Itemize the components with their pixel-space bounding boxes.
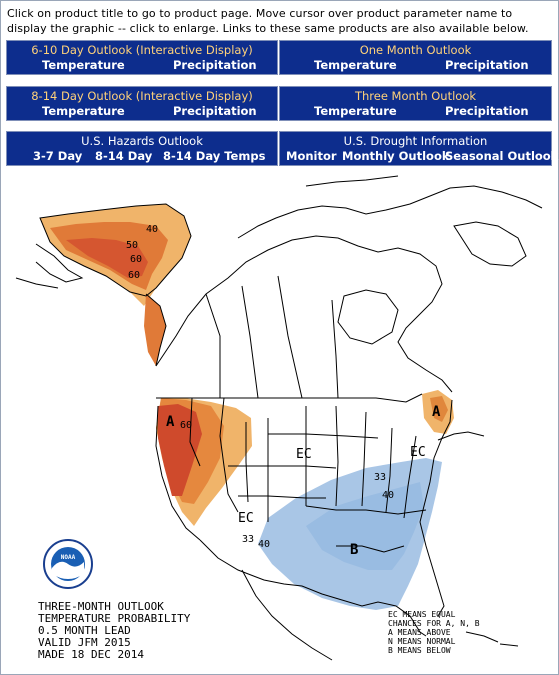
- label-alaska-60b: 60: [128, 270, 140, 281]
- caption-line-1: THREE-MONTH OUTLOOK: [38, 600, 164, 613]
- caption-line-4: VALID JFM 2015: [38, 636, 131, 649]
- label-west-60: 60: [180, 420, 192, 431]
- eight-fourteen-precipitation-link[interactable]: Precipitation: [173, 104, 257, 118]
- one-month-temperature-link[interactable]: Temperature: [314, 58, 397, 72]
- hazards-8-14-day-temps-link[interactable]: 8-14 Day Temps: [163, 149, 266, 163]
- six-ten-day-outlook-title[interactable]: 6-10 Day Outlook (Interactive Display): [31, 43, 253, 57]
- outlook-map[interactable]: A A B EC EC EC 40 50 60 60 60 33 40 33 4…: [6, 166, 552, 672]
- legend-line-3: A MEANS ABOVE: [388, 628, 451, 637]
- hazards-outlook-title[interactable]: U.S. Hazards Outlook: [81, 134, 203, 148]
- caption-line-2: TEMPERATURE PROBABILITY: [38, 612, 191, 625]
- noaa-logo: NOAA: [43, 539, 93, 589]
- alaska-above-region: [40, 204, 191, 366]
- drought-monthly-outlook-link[interactable]: Monthly Outlook: [342, 149, 450, 163]
- eight-fourteen-day-outlook-box: 8-14 Day Outlook (Interactive Display) T…: [6, 86, 278, 121]
- noaa-logo-text: NOAA: [61, 554, 76, 561]
- one-month-outlook-box: One Month Outlook Temperature Precipitat…: [279, 40, 552, 75]
- hazards-8-14-day-link[interactable]: 8-14 Day: [95, 149, 153, 163]
- six-ten-precipitation-link[interactable]: Precipitation: [173, 58, 257, 72]
- intro-text: Click on product title to go to product …: [7, 7, 529, 35]
- eight-fourteen-day-outlook-title[interactable]: 8-14 Day Outlook (Interactive Display): [31, 89, 253, 103]
- legend-line-4: N MEANS NORMAL: [388, 637, 456, 646]
- drought-information-box: U.S. Drought Information Monitor Monthly…: [279, 131, 558, 166]
- three-month-outlook-title[interactable]: Three Month Outlook: [354, 89, 477, 103]
- label-alaska-50: 50: [126, 240, 138, 251]
- label-east-33: 33: [374, 472, 386, 483]
- legend-line-1: EC MEANS EQUAL: [388, 610, 456, 619]
- drought-monitor-link[interactable]: Monitor: [286, 149, 337, 163]
- six-ten-day-outlook-box: 6-10 Day Outlook (Interactive Display) T…: [6, 40, 278, 75]
- northeast-above-region: [422, 390, 454, 434]
- label-east-40: 40: [382, 490, 394, 501]
- hazards-3-7-day-link[interactable]: 3-7 Day: [33, 149, 83, 163]
- six-ten-temperature-link[interactable]: Temperature: [42, 58, 125, 72]
- label-south-33: 33: [242, 534, 254, 545]
- three-month-temperature-link[interactable]: Temperature: [314, 104, 397, 118]
- hazards-outlook-box: U.S. Hazards Outlook 3-7 Day 8-14 Day 8-…: [6, 131, 278, 166]
- label-alaska-60a: 60: [130, 254, 142, 265]
- label-a-east: A: [432, 404, 441, 420]
- three-month-precipitation-link[interactable]: Precipitation: [445, 104, 529, 118]
- legend-line-5: B MEANS BELOW: [388, 646, 451, 655]
- label-ec-south: EC: [238, 511, 254, 526]
- one-month-outlook-title[interactable]: One Month Outlook: [359, 43, 472, 57]
- legend-line-2: CHANCES FOR A, N, B: [388, 619, 480, 628]
- map-legend: EC MEANS EQUAL CHANCES FOR A, N, B A MEA…: [388, 610, 480, 655]
- label-b-south: B: [350, 542, 358, 558]
- drought-information-title[interactable]: U.S. Drought Information: [343, 134, 488, 148]
- label-alaska-40: 40: [146, 224, 158, 235]
- label-ec-east: EC: [410, 445, 426, 460]
- drought-seasonal-outlook-link[interactable]: Seasonal Outlook: [445, 149, 559, 163]
- caption-line-5: MADE 18 DEC 2014: [38, 648, 144, 661]
- label-south-40: 40: [258, 539, 270, 550]
- map-outlines: [15, 175, 543, 661]
- label-a-west: A: [166, 414, 175, 430]
- three-month-outlook-box: Three Month Outlook Temperature Precipit…: [279, 86, 552, 121]
- map-caption: THREE-MONTH OUTLOOK TEMPERATURE PROBABIL…: [38, 600, 191, 661]
- label-ec-central: EC: [296, 447, 312, 462]
- one-month-precipitation-link[interactable]: Precipitation: [445, 58, 529, 72]
- caption-line-3: 0.5 MONTH LEAD: [38, 624, 131, 637]
- south-below-region: [258, 458, 442, 610]
- eight-fourteen-temperature-link[interactable]: Temperature: [42, 104, 125, 118]
